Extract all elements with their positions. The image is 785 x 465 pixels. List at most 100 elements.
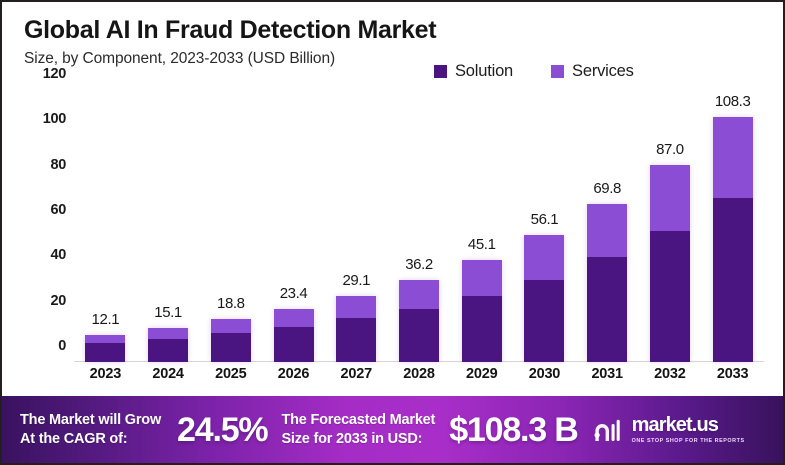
plot-area: 0 20 40 60 80 100 120 12.1 15.1 18.8 23.4 29.1 36.2… [20,66,770,362]
legend-item-services: Services [551,62,634,81]
forecast-value: $108.3 B [449,410,579,449]
x-axis-tick: 2028 [403,366,435,382]
bar-segment-services[interactable] [336,296,377,319]
chart-legend: Solution Services [434,62,634,81]
chart-header: Global AI In Fraud Detection Market Size… [24,16,437,68]
bar-group[interactable]: 69.8 [587,180,628,362]
forecast-label: The Forecasted Market Size for 2033 in U… [281,411,435,447]
bar-segment-solution[interactable] [273,326,314,362]
bar-stack[interactable] [85,334,126,362]
legend-label-solution: Solution [455,62,514,80]
y-axis-tick: 20 [50,292,66,309]
bar-stack[interactable] [587,203,628,362]
x-axis-tick: 2032 [654,366,686,382]
x-axis-tick: 2025 [215,366,247,382]
bar-segment-services[interactable] [524,234,565,280]
y-axis: 0 20 40 60 80 100 120 [20,66,67,362]
brand-tagline: ONE STOP SHOP FOR THE REPORTS [631,438,745,444]
bar-stack[interactable] [524,234,565,362]
bar-value-label: 69.8 [593,179,621,197]
x-axis-tick: 2026 [277,366,310,382]
bar-segment-solution[interactable] [461,295,502,362]
bar-value-label: 12.1 [91,310,120,328]
bar-group[interactable]: 36.2 [399,256,439,362]
forecast-label-line2: Size for 2033 in USD: [281,430,423,447]
forecast-label-line1: The Forecasted Market [281,412,436,429]
bar-segment-solution[interactable] [712,197,753,362]
x-axis-tick: 2024 [152,366,184,382]
bar-segment-services[interactable] [210,319,251,334]
bar-segment-services[interactable] [649,164,690,231]
x-axis-tick: 2027 [340,366,373,382]
bar-segment-solution[interactable] [399,308,439,362]
bar-group[interactable]: 18.8 [210,295,251,362]
cagr-label-line1: The Market will Grow [20,412,162,429]
x-axis: 2023 2024 2025 2026 2027 2028 2029 2030 2031 2032… [74,366,770,392]
chart-subtitle: Size, by Component, 2023-2033 (USD Billi… [24,50,336,67]
y-axis-tick: 40 [50,247,66,264]
cagr-value: 24.5% [177,410,269,449]
bar-stack[interactable] [399,279,439,362]
bars-area: 12.1 15.1 18.8 23.4 29.1 36.2 45.1 56.1 69.8 87.0… [74,90,764,362]
bar-group[interactable]: 45.1 [461,236,502,362]
bar-value-label: 45.1 [467,235,496,253]
bar-segment-services[interactable] [399,279,439,309]
y-axis-tick: 80 [50,156,66,173]
bar-group[interactable]: 108.3 [712,93,753,362]
bar-segment-solution[interactable] [649,230,690,362]
bar-group[interactable]: 15.1 [148,304,189,362]
cagr-label-line2: At the CAGR of: [20,430,128,447]
bar-segment-solution[interactable] [210,333,251,362]
legend-swatch-solution [434,65,447,78]
bar-stack[interactable] [210,319,251,362]
bar-group[interactable]: 56.1 [524,211,565,362]
bar-stack[interactable] [649,164,690,362]
brand-name: market.us [631,414,719,436]
x-axis-tick: 2023 [89,366,122,382]
bar-value-label: 15.1 [154,303,182,321]
bar-segment-solution[interactable] [148,338,189,362]
bar-value-label: 108.3 [714,92,751,110]
bar-segment-solution[interactable] [85,343,126,362]
bar-stack[interactable] [712,116,753,362]
x-axis-tick: 2033 [716,366,749,382]
y-axis-tick: 100 [42,111,67,128]
bar-stack[interactable] [336,296,377,362]
footer-banner: The Market will Grow At the CAGR of: 24.… [2,396,783,463]
cagr-label: The Market will Grow At the CAGR of: [20,411,161,447]
bar-segment-services[interactable] [587,203,628,258]
legend-label-services: Services [572,62,634,80]
bar-value-label: 87.0 [656,140,684,158]
bar-segment-solution[interactable] [587,257,628,362]
x-axis-tick: 2031 [591,366,623,382]
bar-value-label: 36.2 [405,255,433,273]
bar-group[interactable]: 23.4 [273,285,314,362]
market-us-logo-icon [594,419,620,441]
bar-segment-services[interactable] [85,334,126,344]
bar-segment-solution[interactable] [524,279,565,362]
page-title: Global AI In Fraud Detection Market [24,16,437,44]
y-axis-tick: 120 [42,66,67,82]
bar-group[interactable]: 12.1 [85,311,126,362]
legend-swatch-services [551,65,565,78]
bar-segment-solution[interactable] [336,318,377,362]
brand-text: market.us ONE STOP SHOP FOR THE REPORTS [632,415,745,444]
bar-group[interactable]: 29.1 [336,272,377,362]
bar-segment-services[interactable] [712,116,753,198]
bar-value-label: 18.8 [217,295,245,313]
bar-segment-services[interactable] [461,259,502,296]
bar-group[interactable]: 87.0 [649,141,690,362]
bar-value-label: 23.4 [279,284,308,302]
bar-stack[interactable] [148,327,189,362]
bar-stack[interactable] [461,259,502,362]
legend-item-solution: Solution [434,62,513,81]
bar-segment-services[interactable] [273,308,314,327]
y-axis-tick: 60 [50,202,66,218]
bar-value-label: 29.1 [342,272,371,290]
bar-segment-services[interactable] [148,327,189,339]
bar-stack[interactable] [273,308,314,362]
bar-value-label: 56.1 [530,210,559,228]
x-axis-tick: 2029 [465,366,498,382]
y-axis-tick: 0 [58,338,66,354]
